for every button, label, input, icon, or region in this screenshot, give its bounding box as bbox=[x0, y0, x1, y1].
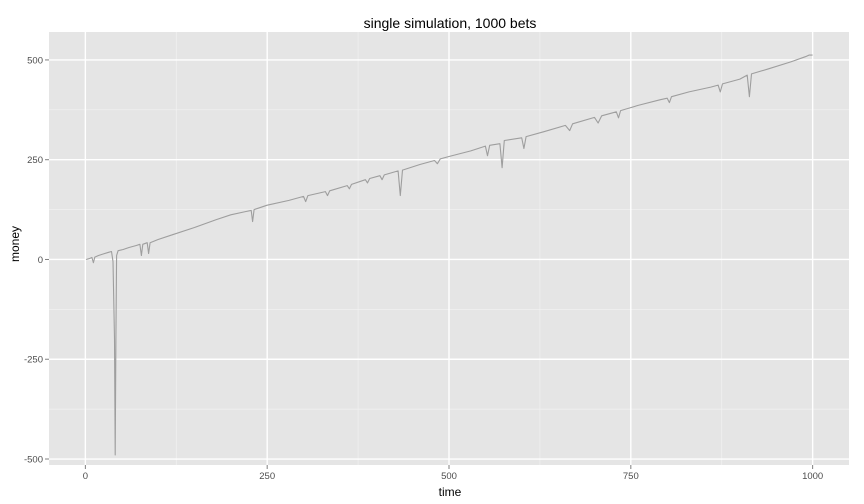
x-tick-label: 750 bbox=[623, 471, 639, 482]
y-tick-label: 500 bbox=[27, 55, 43, 66]
x-tick-label: 0 bbox=[83, 471, 88, 482]
chart-title: single simulation, 1000 bets bbox=[364, 15, 537, 31]
y-tick-label: -250 bbox=[24, 355, 43, 366]
x-tick-label: 500 bbox=[441, 471, 457, 482]
y-tick-label: -500 bbox=[24, 455, 43, 466]
series-layer bbox=[85, 54, 813, 456]
x-axis: 0 250 500 750 1000 bbox=[83, 465, 823, 482]
x-tick-label: 250 bbox=[259, 471, 275, 482]
x-axis-title: time bbox=[439, 485, 462, 499]
series-line bbox=[85, 54, 813, 456]
major-gridlines bbox=[49, 32, 849, 465]
y-tick-label: 0 bbox=[38, 255, 43, 266]
x-tick-label: 1000 bbox=[802, 471, 823, 482]
y-axis: -500 -250 0 250 500 bbox=[24, 55, 49, 466]
y-tick-label: 250 bbox=[27, 155, 43, 166]
y-axis-title: money bbox=[8, 226, 22, 262]
